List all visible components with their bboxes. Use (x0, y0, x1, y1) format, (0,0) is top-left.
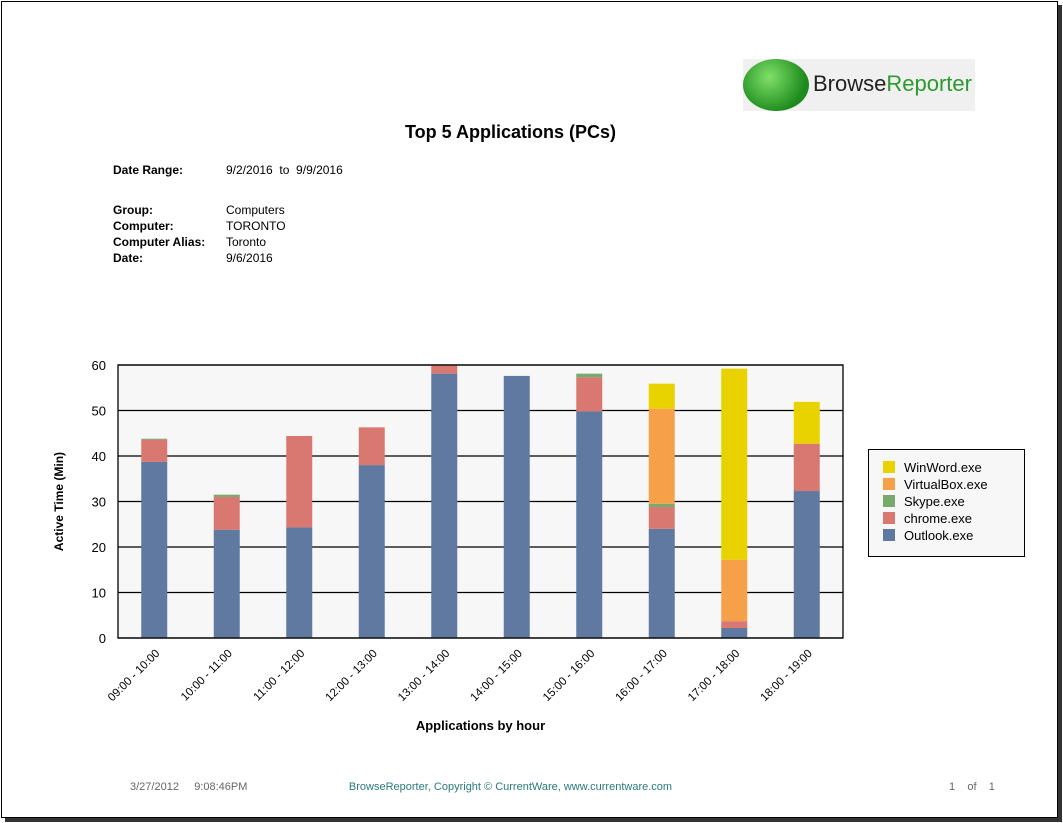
x-tick-label: 17:00 - 18:00 (686, 648, 742, 704)
group-value: Computers (226, 203, 285, 217)
bar-segment-outlook (358, 465, 385, 638)
bar-segment-chrome (286, 435, 313, 528)
alias-label: Computer Alias: (113, 235, 206, 249)
group-label: Group: (113, 203, 153, 217)
date-range-label: Date Range: (113, 163, 184, 177)
bar-segment-skype (213, 494, 240, 497)
legend-item: VirtualBox.exe (883, 477, 988, 492)
legend-item: chrome.exe (883, 511, 972, 526)
legend-swatch (883, 495, 895, 507)
bar-segment-outlook (721, 627, 748, 638)
computer-label: Computer: (113, 219, 174, 233)
bar-segment-chrome (213, 496, 240, 530)
legend-swatch (883, 529, 895, 541)
footer-copyright: BrowseReporter, Copyright © CurrentWare,… (348, 781, 673, 793)
bar-segment-winword (721, 368, 748, 560)
bar-segment-skype (648, 503, 675, 507)
x-tick-label: 11:00 - 12:00 (252, 648, 308, 704)
stacked-bar-chart: 0 10 20 30 40 50 60 09:00 - 10:00 10:00 - 11:00 1… (52, 358, 844, 733)
bar-segment-outlook (141, 461, 168, 638)
y-tick-label: 50 (92, 404, 106, 419)
legend-swatch (883, 461, 895, 473)
bar-segment-winword (793, 401, 820, 444)
chart-legend: WinWord.exe VirtualBox.exe Skype.exe chrome… (868, 449, 1025, 557)
computer-value: TORONTO (226, 219, 286, 233)
bar-segment-chrome (141, 439, 168, 462)
report-title: Top 5 Applications (PCs) (404, 122, 616, 142)
legend-label: VirtualBox.exe (904, 477, 988, 492)
bar-segment-outlook (793, 491, 820, 638)
bar-segment-virtualbox (721, 559, 748, 622)
legend-swatch (883, 512, 895, 524)
bar-segment-outlook (286, 527, 313, 638)
date-value: 9/6/2016 (226, 251, 273, 265)
bar-segment-outlook (576, 411, 603, 638)
alias-value: Toronto (226, 235, 267, 249)
legend-item: WinWord.exe (883, 460, 982, 475)
page-number: 1 of 1 (949, 781, 995, 793)
x-tick-label: 16:00 - 17:00 (613, 648, 669, 704)
bar-segment-chrome (648, 506, 675, 529)
y-tick-label: 0 (99, 631, 106, 646)
x-tick-label: 13:00 - 14:00 (396, 648, 452, 704)
bar-segment-chrome (358, 427, 385, 466)
y-tick-label: 40 (92, 449, 106, 464)
legend-label: chrome.exe (904, 511, 972, 526)
legend-swatch (883, 478, 895, 490)
bar-segment-virtualbox (648, 408, 675, 504)
date-range-value: 9/2/2016 to 9/9/2016 (226, 163, 343, 177)
legend-label: WinWord.exe (904, 460, 982, 475)
bar-segment-outlook (431, 373, 458, 638)
bar-segment-winword (648, 383, 675, 409)
x-tick-label: 09:00 - 10:00 (106, 648, 162, 704)
bar-segment-chrome (793, 443, 820, 492)
x-axis-title: Applications by hour (416, 718, 545, 733)
bar-segment-outlook (648, 528, 675, 638)
bar-segment-outlook (503, 375, 530, 638)
legend-item: Skype.exe (883, 494, 965, 509)
x-tick-label: 18:00 - 19:00 (758, 648, 814, 704)
y-tick-label: 20 (92, 540, 106, 555)
x-tick-label: 12:00 - 13:00 (323, 648, 379, 704)
plot-border (117, 364, 844, 639)
legend-item: Outlook.exe (883, 528, 973, 543)
bar-segment-skype (141, 438, 168, 440)
bar-segment-skype (576, 373, 603, 378)
bar-segment-chrome (576, 377, 603, 412)
x-tick-label: 10:00 - 11:00 (179, 648, 235, 704)
legend-label: Outlook.exe (904, 528, 974, 543)
bar-segment-outlook (213, 529, 240, 638)
y-tick-label: 30 (92, 495, 106, 510)
bar-segment-chrome (721, 621, 748, 628)
x-tick-label: 14:00 - 15:00 (468, 648, 524, 704)
x-tick-label: 15:00 - 16:00 (541, 648, 597, 704)
footer-timestamp: 3/27/2012 9:08:46PM (130, 781, 248, 793)
y-axis-title: Active Time (Min) (52, 452, 66, 551)
legend-label: Skype.exe (904, 494, 965, 509)
browsereporter-logo: BrowseReporter (743, 59, 975, 111)
globe-icon (743, 59, 809, 111)
y-tick-label: 10 (92, 586, 106, 601)
date-label: Date: (113, 251, 144, 265)
bar-segment-chrome (431, 365, 458, 374)
y-tick-label: 60 (92, 358, 106, 373)
